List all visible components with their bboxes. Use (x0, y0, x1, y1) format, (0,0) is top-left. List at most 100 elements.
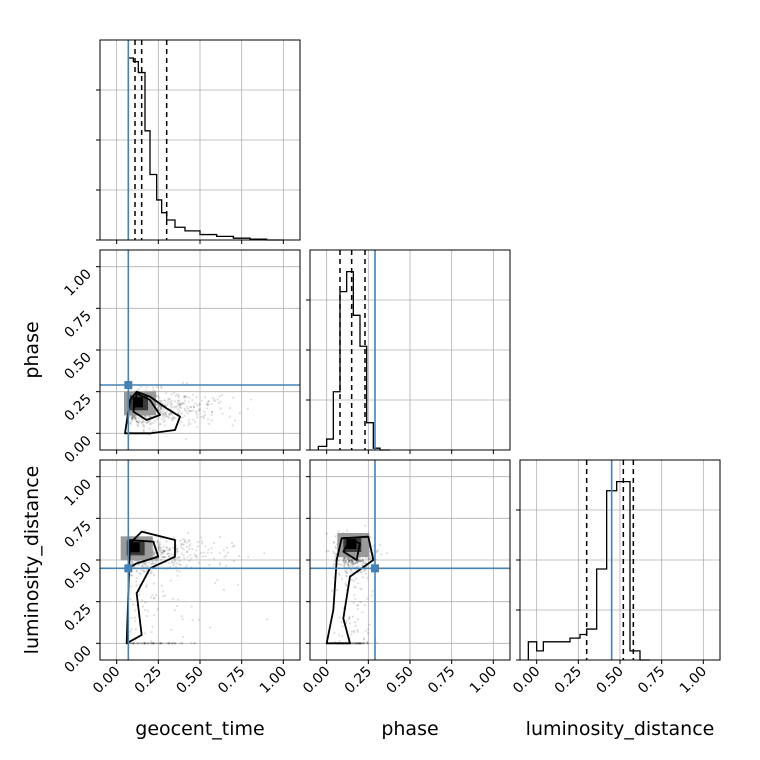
sample-point (366, 597, 369, 600)
sample-point (351, 560, 354, 563)
sample-point (191, 619, 194, 622)
sample-point (354, 577, 358, 580)
sample-point (173, 416, 177, 419)
sample-point (135, 577, 138, 580)
sample-point (213, 399, 217, 402)
sample-point (358, 642, 361, 645)
sample-point (162, 545, 165, 548)
sample-point (346, 564, 350, 567)
sample-point (174, 560, 177, 563)
sample-point (131, 560, 134, 563)
sample-point (360, 642, 363, 645)
sample-point (347, 558, 350, 561)
sample-point (359, 600, 362, 604)
sample-point (345, 571, 348, 574)
sample-point (161, 418, 164, 421)
sample-point (140, 642, 143, 645)
sample-point (347, 559, 351, 562)
sample-point (142, 569, 146, 573)
sample-point (332, 541, 335, 544)
sample-point (357, 642, 361, 645)
sample-point (176, 393, 179, 396)
sample-point (164, 399, 167, 403)
scatter-panel-phase-vs-luminosity_distance-density-core (346, 539, 357, 549)
sample-point (134, 416, 137, 419)
sample-point (204, 554, 207, 558)
sample-point (159, 642, 162, 645)
sample-point (337, 559, 341, 562)
sample-point (137, 419, 141, 422)
sample-point (156, 406, 159, 409)
sample-point (193, 553, 196, 556)
sample-point (133, 417, 137, 420)
sample-point (155, 412, 158, 415)
sample-point (177, 598, 180, 601)
sample-point (130, 617, 133, 620)
sample-point (176, 405, 179, 408)
sample-point (364, 569, 367, 572)
sample-point (219, 563, 222, 566)
sample-point (359, 642, 362, 645)
sample-point (347, 616, 351, 619)
sample-point (165, 547, 168, 550)
sample-point (152, 642, 155, 645)
sample-point (332, 541, 336, 544)
sample-point (180, 543, 183, 546)
sample-point (200, 536, 203, 539)
sample-point (186, 405, 189, 408)
sample-point (196, 425, 199, 429)
sample-point (176, 556, 179, 560)
sample-point (172, 642, 175, 645)
sample-point (365, 640, 369, 643)
sample-point (133, 415, 136, 419)
sample-point (357, 564, 360, 568)
x-axis-label-geocent_time: geocent_time (135, 718, 264, 740)
sample-point (185, 395, 189, 398)
sample-point (163, 550, 166, 553)
sample-point (207, 403, 210, 406)
y-tick-label-p1-1: 0.25 (61, 601, 94, 634)
sample-point (150, 642, 153, 645)
sample-point (193, 642, 197, 645)
sample-point (210, 413, 213, 416)
sample-point (150, 569, 153, 573)
sample-point (172, 564, 175, 567)
sample-point (159, 642, 162, 645)
sample-point (137, 642, 140, 645)
sample-point (211, 396, 214, 399)
sample-point (178, 570, 181, 573)
sample-point (144, 601, 147, 604)
sample-point (348, 560, 351, 563)
scatter-panel-geocent_time-vs-phase-contour-0 (124, 390, 181, 435)
sample-point (163, 412, 166, 415)
sample-point (226, 551, 230, 554)
sample-point (168, 398, 172, 401)
sample-point (134, 609, 137, 612)
sample-point (177, 411, 180, 415)
sample-point (246, 407, 249, 410)
hist-panel-luminosity_distance: 0.00 0.25 0.50 0.75 1.00 (510, 459, 721, 697)
sample-point (180, 552, 183, 555)
sample-point (180, 615, 183, 618)
sample-point (192, 405, 195, 409)
sample-point (366, 642, 369, 645)
sample-point (182, 543, 185, 546)
sample-point (190, 409, 193, 413)
sample-point (334, 545, 337, 548)
sample-point (180, 406, 183, 409)
sample-point (178, 406, 181, 409)
sample-point (158, 409, 161, 412)
sample-point (146, 609, 149, 612)
sample-point (350, 563, 353, 566)
sample-point (132, 642, 135, 645)
sample-point (210, 410, 214, 414)
sample-point (155, 385, 159, 388)
sample-point (216, 578, 219, 581)
sample-point (188, 545, 191, 548)
sample-point (225, 554, 228, 558)
sample-point (168, 642, 171, 645)
scatter-panel-geocent_time-vs-luminosity_distance-truth-marker (124, 564, 133, 573)
sample-point (150, 642, 153, 645)
sample-point (182, 424, 186, 427)
sample-point (354, 624, 357, 627)
